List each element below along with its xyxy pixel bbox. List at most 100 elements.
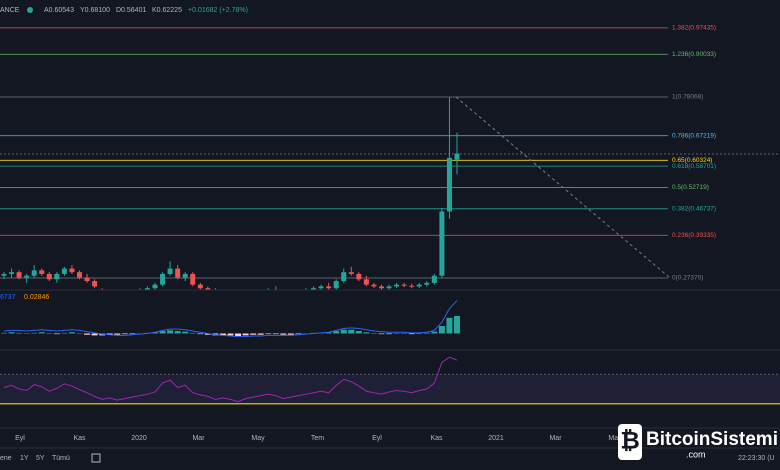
- candle-body: [348, 272, 354, 274]
- logo-symbol: ₿: [620, 427, 640, 454]
- candle-body: [167, 268, 173, 274]
- macd-bar: [152, 332, 158, 334]
- candle-body: [431, 275, 437, 283]
- macd-bar: [23, 333, 30, 334]
- macd-bar: [76, 333, 83, 334]
- fib-label: 1(0.78068): [672, 94, 703, 101]
- candle-body: [77, 272, 82, 278]
- candles: [1, 97, 460, 290]
- range-button[interactable]: 1Y: [20, 455, 29, 462]
- candle-body: [197, 284, 203, 289]
- x-tick-label: May: [251, 435, 265, 442]
- macd-bar: [454, 316, 460, 334]
- status-dot: [27, 7, 33, 13]
- candle-body: [356, 273, 362, 280]
- fib-label: 1.382(0.97435): [672, 25, 716, 32]
- rsi-pane: [0, 356, 780, 405]
- macd-line: [3, 300, 458, 338]
- macd-bar: [423, 332, 430, 334]
- candle-body: [379, 286, 384, 289]
- macd-bar: [431, 331, 438, 334]
- fib-label: 0.382(0.46737): [672, 206, 716, 213]
- fib-label: 0.786(0.67219): [672, 132, 716, 139]
- macd-bar: [250, 333, 257, 335]
- x-tick-label: Mar: [549, 435, 562, 442]
- candle-body: [326, 286, 332, 289]
- macd-bar: [84, 333, 91, 335]
- candle-body: [39, 270, 45, 274]
- x-tick-label: Kas: [73, 435, 86, 442]
- candle-body: [31, 270, 37, 276]
- macd-bar: [16, 332, 23, 334]
- symbol: ANCE: [0, 7, 20, 14]
- macd-bar: [257, 333, 264, 335]
- macd-bar: [31, 332, 38, 334]
- macd-bar: [38, 332, 45, 334]
- macd-bar: [189, 332, 196, 334]
- macd-bar: [227, 333, 234, 336]
- macd-bar: [174, 331, 181, 334]
- fib-label: 0.65(0.60324): [672, 157, 712, 164]
- candle-body: [1, 273, 7, 276]
- candle-body: [54, 273, 60, 280]
- macd-bar: [401, 333, 408, 334]
- macd-bar: [61, 332, 68, 334]
- candle-body: [84, 277, 90, 282]
- candle-body: [175, 268, 181, 278]
- candle-body: [401, 284, 407, 286]
- candle-body: [386, 286, 392, 289]
- macd-bar: [340, 329, 347, 334]
- macd-bar: [265, 333, 272, 335]
- range-button[interactable]: ene: [0, 455, 12, 462]
- macd-bar: [370, 333, 377, 334]
- macd-bar: [106, 333, 113, 335]
- fib-label: 0.618(0.58701): [672, 163, 716, 170]
- x-tick-label: Mar: [192, 435, 205, 442]
- candle-body: [439, 211, 445, 276]
- candle-body: [394, 284, 400, 287]
- candle-body: [409, 285, 415, 287]
- x-tick-label: May: [608, 435, 622, 442]
- x-tick-label: 2020: [131, 435, 147, 442]
- candle-body: [69, 268, 75, 273]
- macd-bar: [68, 332, 75, 334]
- x-tick-label: Eyl: [372, 435, 382, 442]
- trend-line: [455, 96, 671, 279]
- macd-bar: [295, 333, 302, 335]
- candle-body: [144, 288, 150, 290]
- macd-bar: [204, 333, 211, 335]
- logo-name: BitcoinSistemi: [646, 429, 778, 450]
- date-range-icon[interactable]: [91, 453, 101, 463]
- candle-body: [46, 273, 52, 280]
- open: A0.60543: [44, 7, 74, 14]
- x-tick-label: Kas: [430, 435, 443, 442]
- logo-icon: [618, 424, 642, 460]
- rsi-line: [3, 356, 458, 403]
- signal-label: 0.02846: [24, 294, 49, 301]
- fib-label: 0.5(0.52719): [672, 184, 709, 191]
- macd-label: 6737: [0, 294, 16, 301]
- candle-body: [424, 282, 430, 285]
- high: Y0.68100: [80, 7, 110, 14]
- fib-label: 1.236(0.90033): [672, 51, 716, 58]
- macd-bar: [219, 333, 226, 336]
- macd-bar: [159, 331, 166, 334]
- macd-bar: [348, 329, 355, 334]
- macd-bar: [386, 333, 393, 335]
- macd-bar: [287, 333, 294, 335]
- macd-bar: [416, 333, 423, 334]
- macd-bar: [446, 317, 453, 334]
- range-button[interactable]: 5Y: [36, 455, 45, 462]
- macd-bar: [197, 333, 204, 335]
- fib-label: 0.236(0.39335): [672, 232, 716, 239]
- range-button[interactable]: Tümü: [52, 455, 70, 462]
- change: +0.01682 (+2.78%): [188, 7, 248, 14]
- macd-bar: [393, 333, 400, 334]
- macd-bar: [129, 333, 136, 335]
- candle-body: [371, 284, 377, 287]
- x-tick-label: 2021: [488, 435, 504, 442]
- macd-bar: [438, 326, 445, 334]
- candle-body: [61, 268, 67, 274]
- x-tick-label: Eyl: [15, 435, 25, 442]
- macd-bar: [242, 333, 249, 336]
